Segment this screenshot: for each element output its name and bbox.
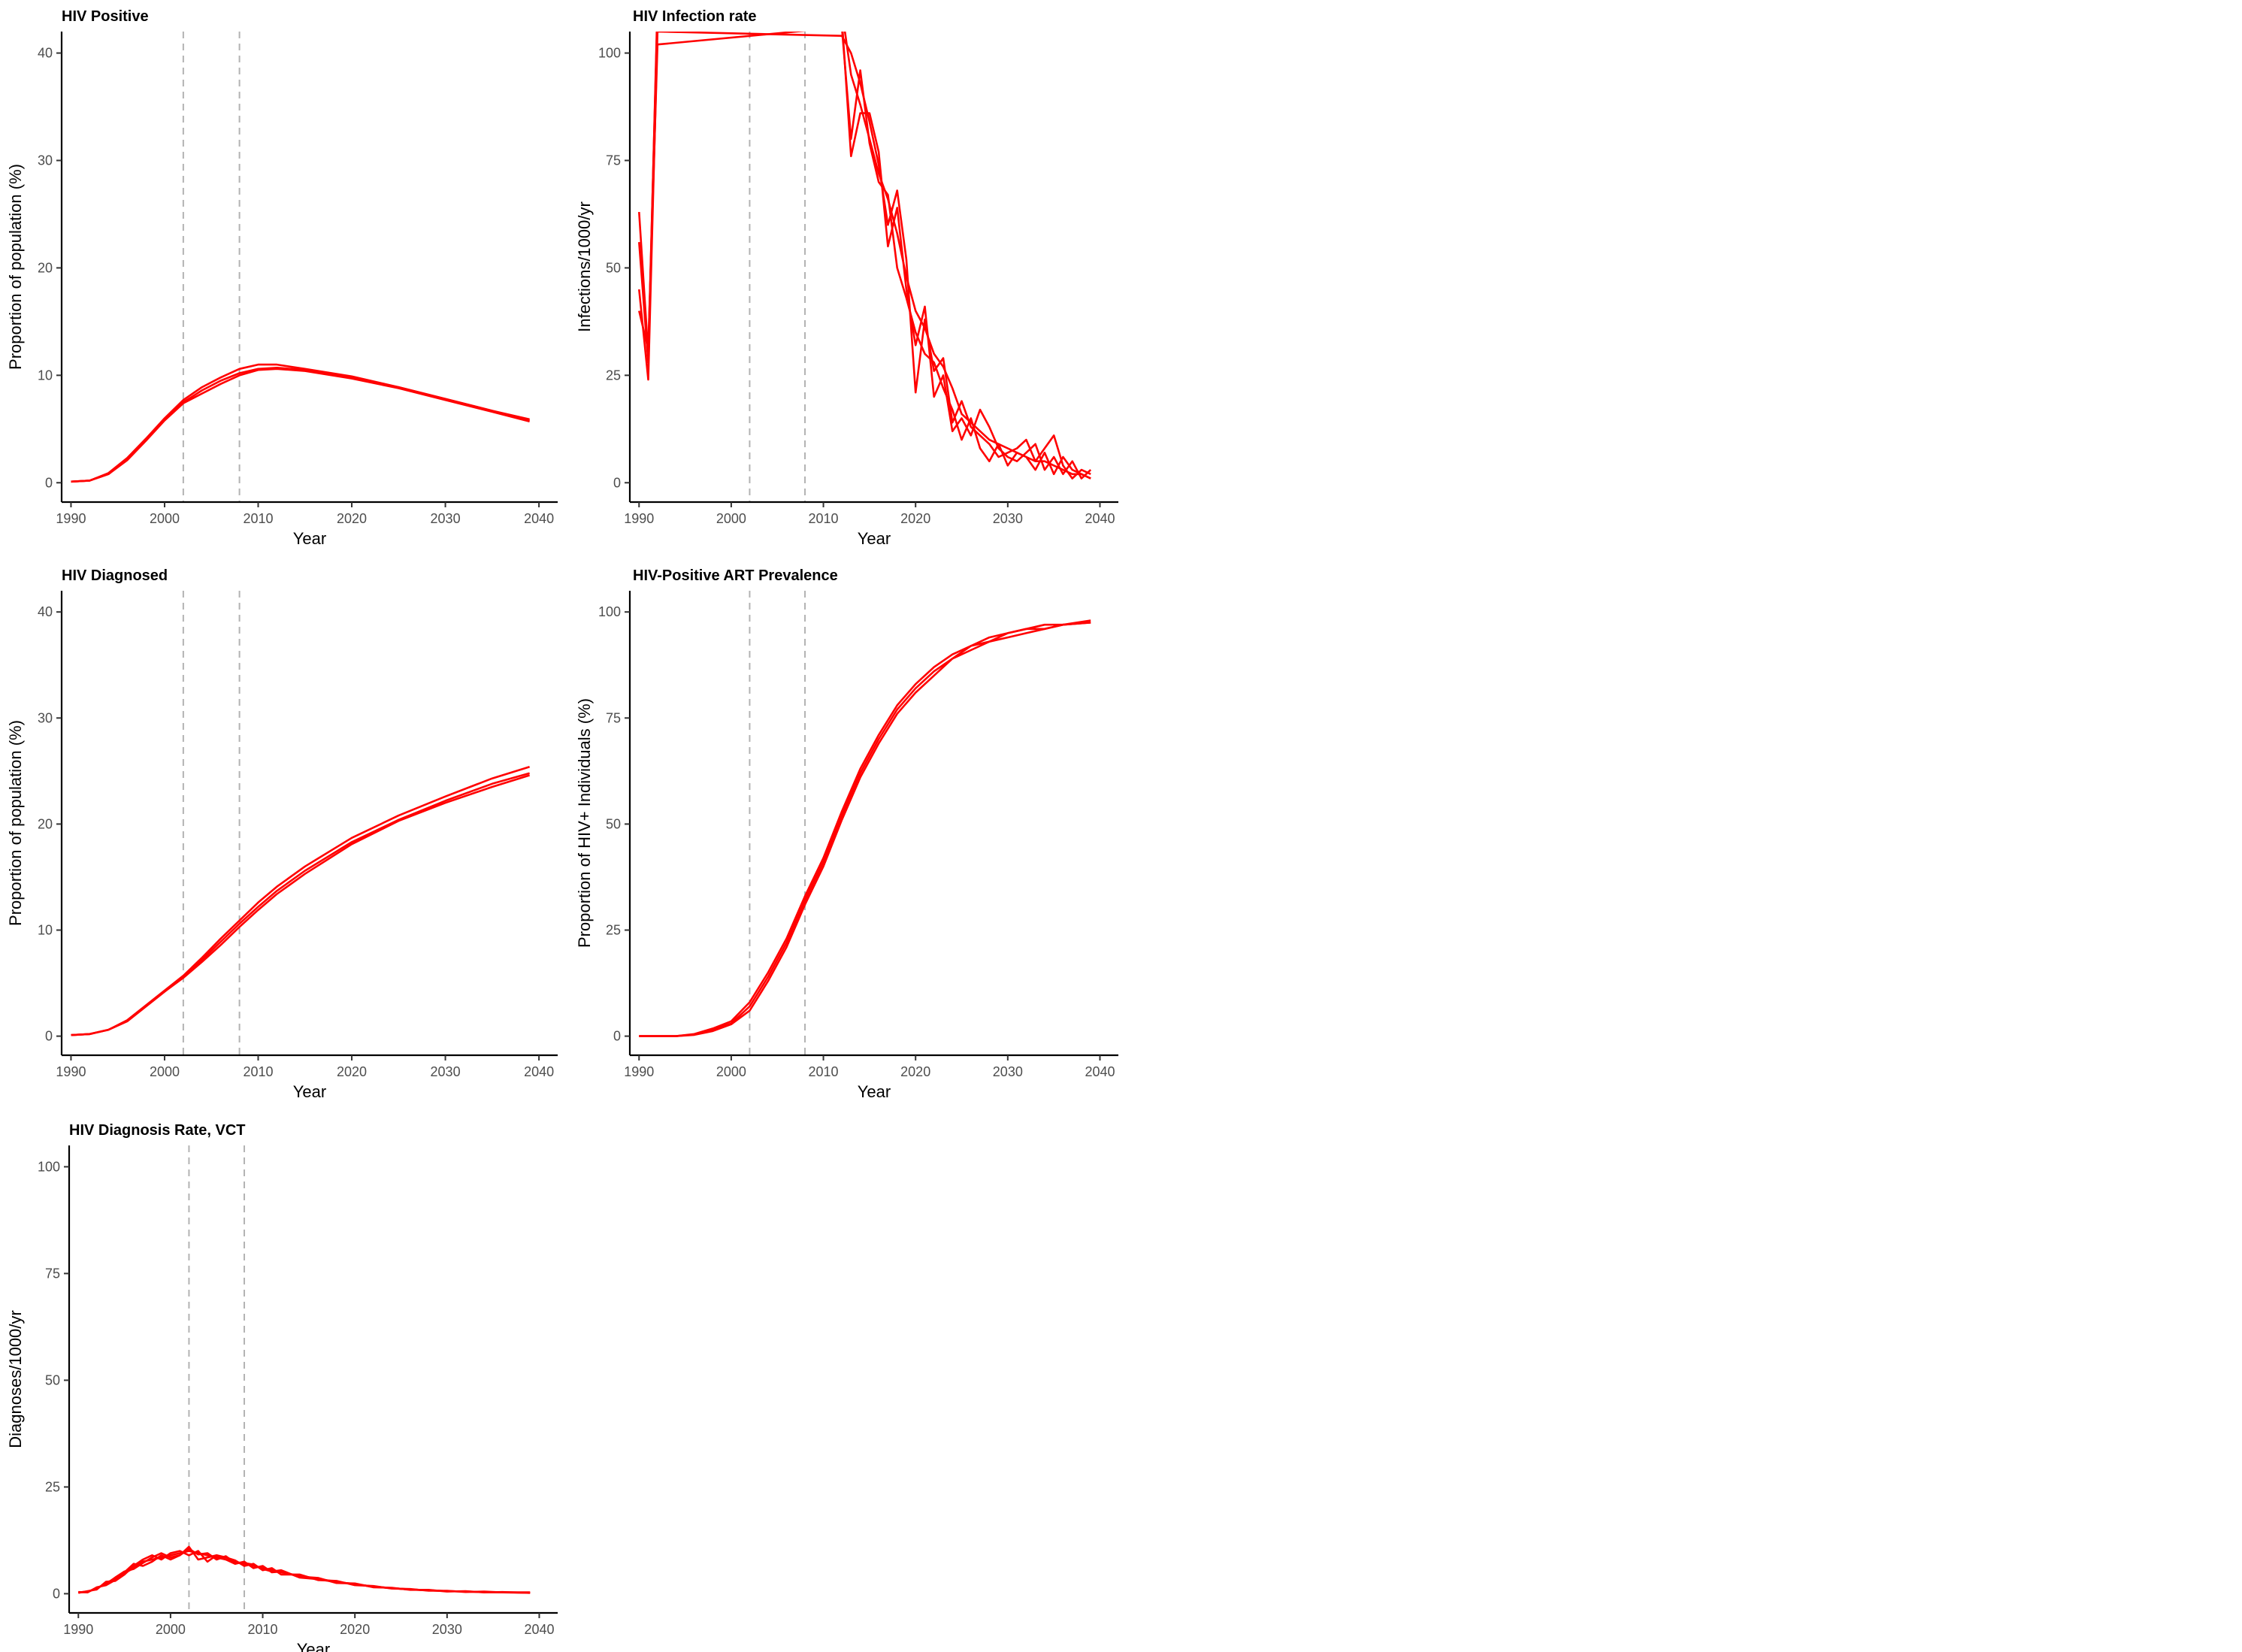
x-tick-label: 2040 <box>1085 1064 1115 1079</box>
y-tick-label: 75 <box>606 153 621 168</box>
x-tick-label: 2010 <box>248 1622 278 1637</box>
y-axis-label: Infections/1000/yr <box>575 201 594 332</box>
chart-title: HIV Diagnosed <box>62 567 168 584</box>
x-tick-label: 2020 <box>900 511 930 526</box>
series-line <box>71 363 530 483</box>
panel-hiv-infection-rate: HIV Infection rate 0 25 50 75 100 1990 2000 2010… <box>575 8 1118 548</box>
x-tick-label: 2010 <box>809 511 839 526</box>
x-tick-label: 2020 <box>340 1622 370 1637</box>
x-tick-label: 2030 <box>993 511 1023 526</box>
x-axis-label: Year <box>858 529 891 548</box>
series-line <box>71 367 530 483</box>
y-tick-label: 0 <box>45 1029 53 1044</box>
y-tick-label: 100 <box>598 604 621 619</box>
y-tick-label: 0 <box>613 1029 621 1044</box>
y-tick-label: 10 <box>38 368 53 383</box>
chart-title: HIV Diagnosis Rate, VCT <box>69 1122 246 1139</box>
x-tick-label: 2000 <box>716 511 746 526</box>
y-tick-label: 30 <box>38 710 53 725</box>
series-line <box>78 1545 531 1594</box>
x-tick-label: 2000 <box>156 1622 186 1637</box>
x-tick-label: 2000 <box>150 1064 180 1079</box>
series-line <box>78 1550 531 1594</box>
x-tick-label: 1990 <box>56 511 86 526</box>
series-line <box>71 765 530 1036</box>
series-line <box>71 774 530 1036</box>
y-tick-label: 10 <box>38 923 53 938</box>
x-axis-label: Year <box>297 1640 330 1652</box>
y-tick-label: 75 <box>45 1266 60 1281</box>
y-axis-label: Proportion of HIV+ Individuals (%) <box>575 698 594 948</box>
y-tick-label: 50 <box>606 260 621 275</box>
y-tick-label: 25 <box>606 923 621 938</box>
panel-hiv-diagnosis-rate-vct: HIV Diagnosis Rate, VCT 0 25 50 75 100 1990 200… <box>6 1122 558 1652</box>
y-axis-label: Diagnoses/1000/yr <box>6 1310 25 1448</box>
y-tick-label: 0 <box>53 1586 60 1601</box>
x-tick-label: 1990 <box>56 1064 86 1079</box>
x-tick-label: 2040 <box>524 1064 554 1079</box>
y-tick-label: 20 <box>38 816 53 831</box>
y-tick-label: 75 <box>606 710 621 725</box>
chart-title: HIV-Positive ART Prevalence <box>633 567 838 584</box>
series-line <box>639 622 1091 1037</box>
chart-title: HIV Infection rate <box>633 8 756 25</box>
y-tick-label: 40 <box>38 604 53 619</box>
x-tick-label: 1990 <box>63 1622 93 1637</box>
x-axis-label: Year <box>858 1082 891 1101</box>
x-tick-label: 2030 <box>431 511 461 526</box>
x-tick-label: 2010 <box>809 1064 839 1079</box>
y-tick-label: 25 <box>45 1479 60 1494</box>
x-tick-label: 2040 <box>524 1622 554 1637</box>
panel-hiv-positive-art-prevalence: HIV-Positive ART Prevalence 0 25 50 75 100 199… <box>575 567 1118 1101</box>
x-tick-label: 2030 <box>993 1064 1023 1079</box>
series-line <box>71 368 530 483</box>
x-tick-label: 1990 <box>624 511 654 526</box>
x-tick-label: 2040 <box>1085 511 1115 526</box>
x-tick-label: 2030 <box>432 1622 462 1637</box>
y-tick-label: 100 <box>598 46 621 61</box>
y-tick-label: 40 <box>38 46 53 61</box>
y-axis-label: Proportion of population (%) <box>6 720 25 926</box>
y-tick-label: 100 <box>38 1159 60 1174</box>
x-tick-label: 2020 <box>337 1064 367 1079</box>
series-line <box>638 32 1091 480</box>
x-tick-label: 2020 <box>337 511 367 526</box>
chart-title: HIV Positive <box>62 8 149 25</box>
series-line <box>638 32 1091 480</box>
x-tick-label: 2020 <box>900 1064 930 1079</box>
x-axis-label: Year <box>293 1082 326 1101</box>
x-tick-label: 1990 <box>624 1064 654 1079</box>
series-line <box>638 32 1091 480</box>
series-line <box>78 1548 531 1594</box>
series-line <box>638 32 1092 480</box>
x-axis-label: Year <box>293 529 326 548</box>
x-tick-label: 2040 <box>524 511 554 526</box>
series-line <box>639 619 1091 1037</box>
x-tick-label: 2030 <box>431 1064 461 1079</box>
y-tick-label: 50 <box>45 1372 60 1387</box>
series-line <box>639 622 1091 1037</box>
x-tick-label: 2010 <box>243 511 273 526</box>
y-tick-label: 20 <box>38 260 53 275</box>
y-tick-label: 30 <box>38 153 53 168</box>
x-tick-label: 2000 <box>716 1064 746 1079</box>
y-tick-label: 0 <box>45 475 53 490</box>
series-line <box>71 772 530 1036</box>
y-axis-label: Proportion of population (%) <box>6 164 25 370</box>
x-tick-label: 2000 <box>150 511 180 526</box>
y-tick-label: 25 <box>606 368 621 383</box>
x-tick-label: 2010 <box>243 1064 273 1079</box>
y-tick-label: 50 <box>606 816 621 831</box>
y-tick-label: 0 <box>613 475 621 490</box>
